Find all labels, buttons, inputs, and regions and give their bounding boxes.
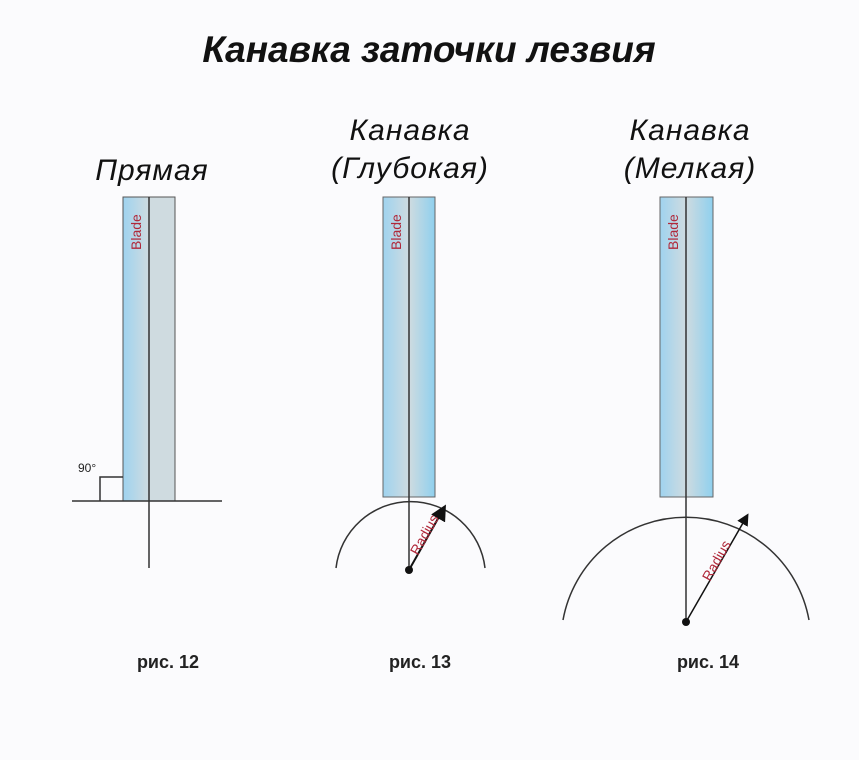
figure-deep-groove: Канавка (Глубокая) Radius Blade рис. 13 — [331, 114, 489, 672]
blade-left — [660, 197, 686, 497]
blade-right — [148, 196, 176, 502]
figure-label-line2: (Мелкая) — [624, 152, 756, 185]
blade-label: Blade — [665, 214, 681, 250]
groove-arc — [562, 516, 810, 621]
groove-arc — [335, 500, 486, 569]
figure-label-line2: (Глубокая) — [331, 152, 489, 185]
blade-label: Blade — [128, 214, 144, 250]
figure-straight: Прямая 90° Blade рис. 12 — [72, 154, 222, 672]
blade-label: Blade — [388, 214, 404, 250]
blade-left — [122, 196, 150, 502]
figure-label-line1: Канавка — [629, 114, 750, 147]
blade-left — [383, 197, 409, 497]
figure-label: Прямая — [95, 154, 208, 187]
figure-caption: рис. 14 — [677, 652, 739, 672]
page-title: Канавка заточки лезвия — [202, 29, 655, 70]
figure-caption: рис. 13 — [389, 652, 451, 672]
radius-arrow — [408, 504, 446, 571]
radius-label: Radius — [407, 512, 442, 558]
blade-right — [686, 197, 713, 497]
figure-label-line1: Канавка — [349, 114, 470, 147]
angle-label: 90° — [78, 461, 96, 475]
radius-label: Radius — [699, 538, 734, 584]
blade-right — [409, 197, 435, 497]
figure-caption: рис. 12 — [137, 652, 199, 672]
figure-shallow-groove: Канавка (Мелкая) Radius Blade рис. 14 — [562, 114, 810, 672]
radius-arrow — [685, 513, 749, 623]
right-angle-mark — [99, 476, 123, 501]
